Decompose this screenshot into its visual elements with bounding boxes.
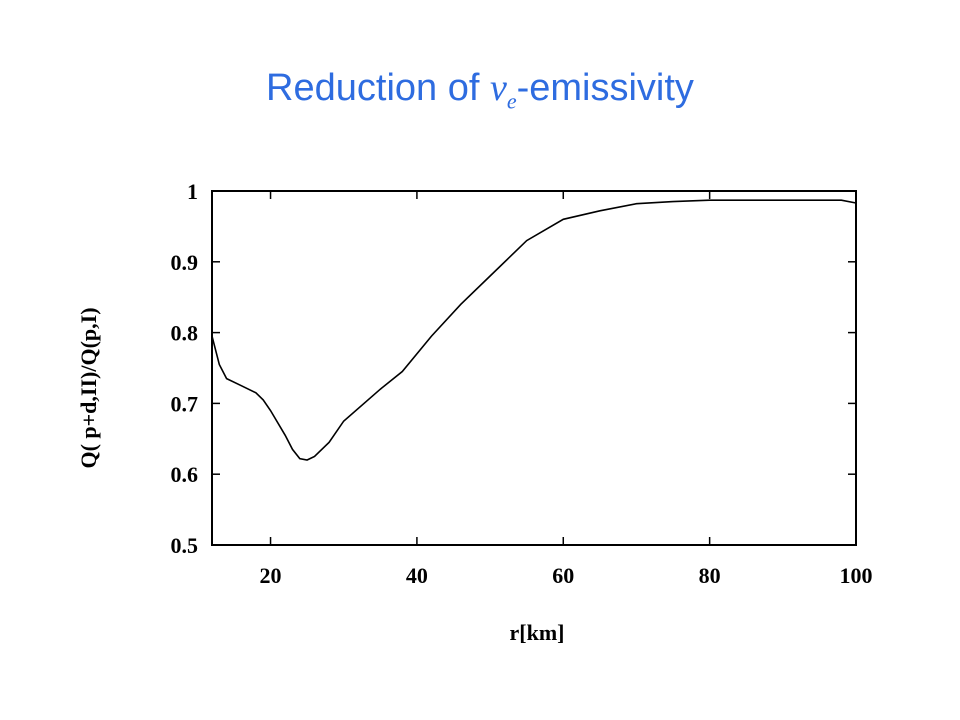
slide-title: Reduction of νe-emissivity [0,66,960,115]
x-axis-label: r[km] [510,620,565,645]
x-tick-label: 40 [406,563,428,588]
title-subscript: e [506,88,517,114]
x-tick-label: 100 [840,563,873,588]
x-tick-label: 60 [552,563,574,588]
y-tick-label: 0.7 [171,391,199,416]
y-tick-label: 0.6 [171,462,199,487]
y-tick-label: 1 [187,179,198,204]
x-tick-label: 20 [260,563,282,588]
y-tick-label: 0.5 [171,533,199,558]
y-axis-label: Q( p+d,II)/Q(p,I) [76,307,101,468]
y-tick-label: 0.8 [171,321,199,346]
title-nu-symbol: ν [489,67,507,109]
axis-tick-labels: 20 40 60 80 100 0.5 0.6 0.7 0.8 0.9 1 [171,179,873,588]
axis-ticks [212,190,857,546]
emissivity-ratio-line [211,199,857,461]
plot-frame [211,190,857,546]
title-text-before: Reduction of [266,67,490,109]
y-tick-label: 0.9 [171,250,199,275]
title-text-after: -emissivity [516,67,694,109]
x-tick-label: 80 [699,563,721,588]
